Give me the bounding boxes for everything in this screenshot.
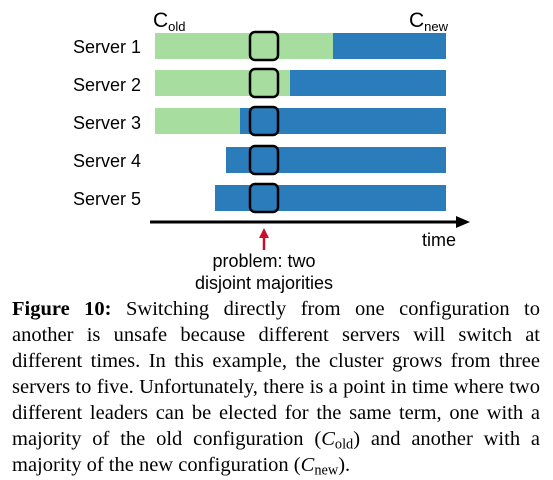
server-3-instant-marker [248,105,280,137]
c-new-label: Cnew [409,9,449,34]
c-old-label: Cold [153,9,186,34]
server-4-label: Server 4 [73,151,141,171]
caption-c-new: Cnew [300,454,339,479]
server-3-label: Server 3 [73,113,141,133]
server-2-instant-marker [248,67,280,99]
server-1-new-config-bar [333,33,446,59]
server-2-new-config-bar [290,70,446,96]
problem-arrow-icon [259,228,269,238]
caption-text-1: Switching directly from one configuratio… [12,298,540,450]
problem-label-line-2: disjoint majorities [195,273,333,293]
configuration-change-diagram: Cold Cnew Server 1 Server 2 Server 3 Ser… [73,9,470,293]
server-4-new-config-bar [226,147,446,173]
time-axis-arrowhead [456,216,470,228]
figure-caption: Figure 10: Switching directly from one c… [12,296,540,478]
figure-label: Figure 10: [12,298,112,320]
server-5-instant-marker [248,182,280,214]
server-2-old-config-bar [155,70,290,96]
caption-text-3: ). [338,454,351,476]
server-3-new-config-bar [240,108,446,134]
time-axis-label: time [422,230,456,250]
problem-label-line-1: problem: two [212,251,315,271]
server-4-instant-marker [248,144,280,176]
server-5-label: Server 5 [73,189,141,209]
problem-instant-markers [248,30,280,214]
server-1-instant-marker [248,30,280,62]
server-3-old-config-bar [155,108,240,134]
server-1-old-config-bar [155,33,333,59]
caption-text-2: ) and another with a majority of the new… [12,428,540,476]
caption-c-old: Cold [321,428,354,453]
server-2-label: Server 2 [73,75,141,95]
server-1-label: Server 1 [73,37,141,57]
server-5-new-config-bar [215,185,446,211]
